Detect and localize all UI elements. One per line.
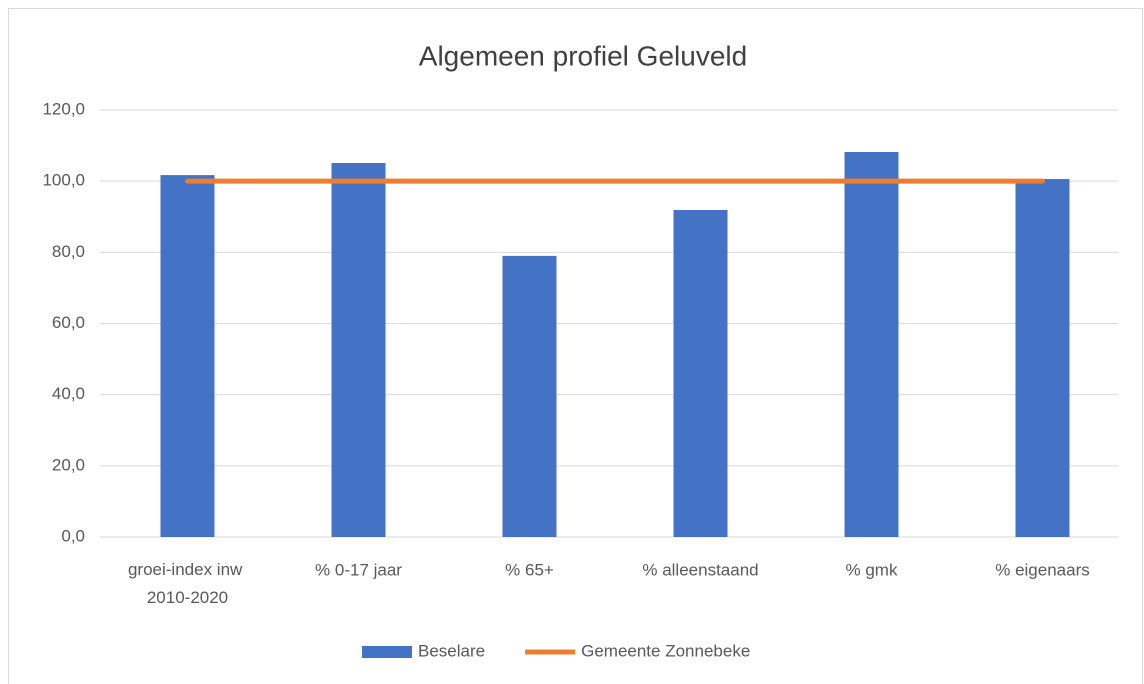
x-tick-label: % gmk bbox=[846, 560, 898, 579]
bar bbox=[1015, 179, 1070, 537]
y-tick-label: 80,0 bbox=[52, 242, 85, 261]
y-tick-label: 100,0 bbox=[42, 171, 85, 190]
legend-label: Gemeente Zonnebeke bbox=[581, 641, 750, 660]
legend-key bbox=[362, 646, 412, 658]
x-tick-label: % 0-17 jaar bbox=[315, 560, 402, 579]
y-tick-label: 60,0 bbox=[52, 313, 85, 332]
y-tick-label: 0,0 bbox=[61, 526, 85, 545]
legend-label: Beselare bbox=[418, 641, 485, 660]
x-tick-label: % alleenstaand bbox=[642, 560, 758, 579]
y-tick-label: 40,0 bbox=[52, 384, 85, 403]
x-tick-label: % eigenaars bbox=[995, 560, 1090, 579]
bar bbox=[673, 209, 728, 537]
x-tick-label: % 65+ bbox=[505, 560, 554, 579]
x-tick-label: groei-index inw 2010-2020 bbox=[128, 560, 247, 607]
bar bbox=[160, 175, 215, 537]
chart-title: Algemeen profiel Geluveld bbox=[419, 40, 747, 71]
bar bbox=[844, 151, 899, 537]
bar bbox=[502, 255, 557, 537]
bar bbox=[331, 163, 386, 537]
y-tick-label: 120,0 bbox=[42, 99, 85, 118]
y-tick-label: 20,0 bbox=[52, 455, 85, 474]
